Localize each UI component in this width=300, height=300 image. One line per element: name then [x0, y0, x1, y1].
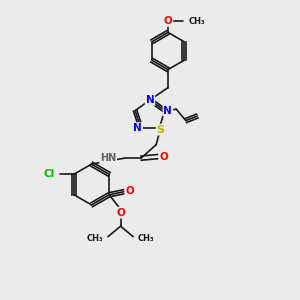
Text: CH₃: CH₃	[188, 16, 205, 26]
Text: O: O	[164, 16, 172, 26]
Text: N: N	[164, 106, 172, 116]
Text: HN: HN	[100, 153, 116, 163]
Text: N: N	[134, 123, 142, 133]
Text: S: S	[157, 124, 165, 135]
Text: O: O	[116, 208, 125, 218]
Text: O: O	[159, 152, 168, 162]
Text: CH₃: CH₃	[86, 234, 103, 243]
Text: O: O	[125, 186, 134, 196]
Text: CH₃: CH₃	[138, 234, 154, 243]
Text: Cl: Cl	[44, 169, 55, 179]
Text: N: N	[146, 95, 154, 105]
